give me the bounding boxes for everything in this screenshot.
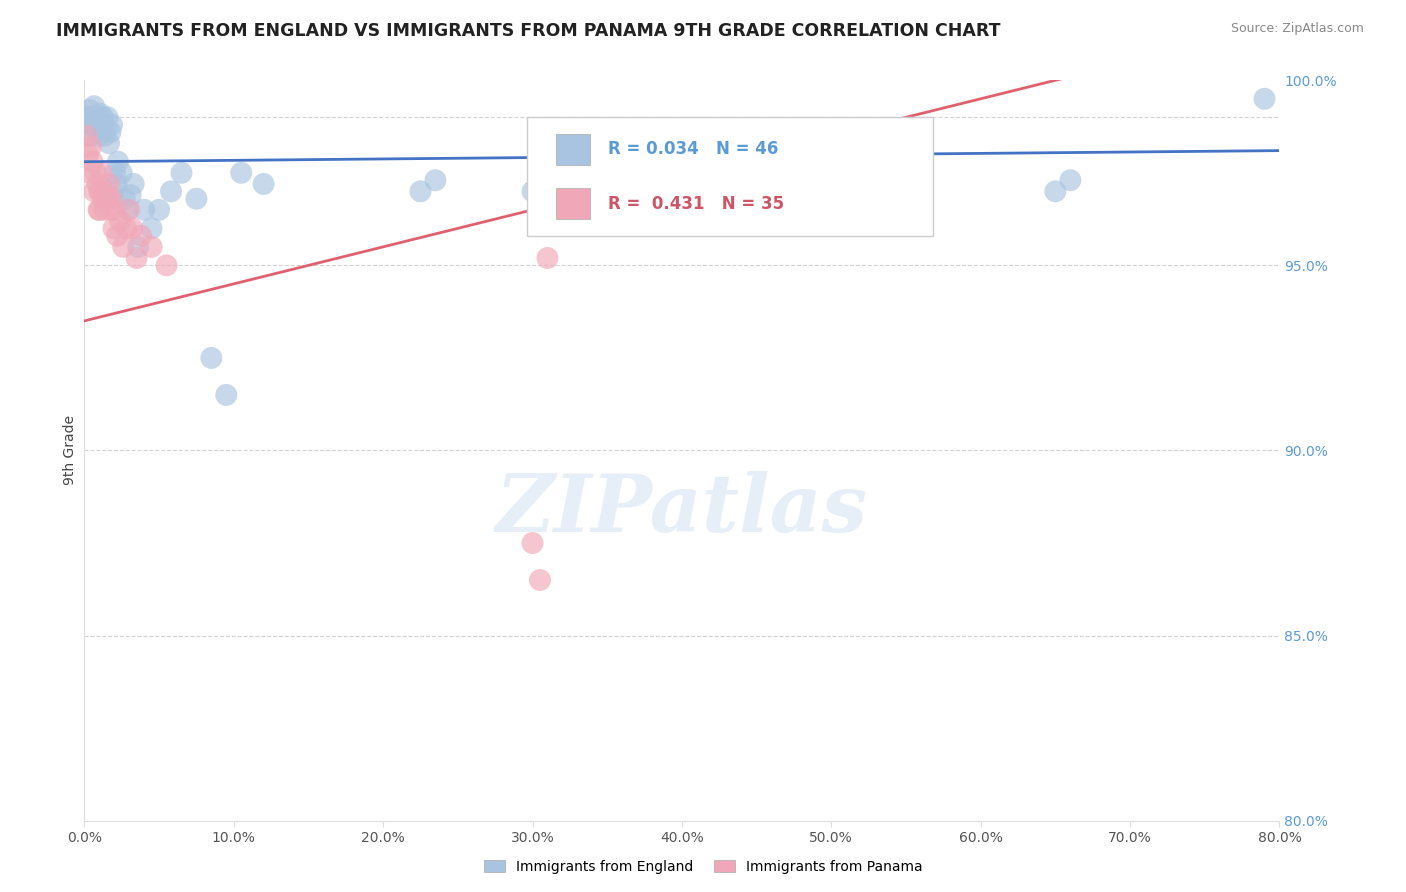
Point xyxy=(409,184,432,198)
Point xyxy=(425,173,447,187)
Point xyxy=(231,166,253,180)
Point xyxy=(127,240,149,254)
Point xyxy=(89,106,111,120)
Point xyxy=(122,177,145,191)
Point xyxy=(82,154,104,169)
Point xyxy=(96,110,118,124)
Point xyxy=(170,166,193,180)
Point xyxy=(103,221,125,235)
Point xyxy=(79,166,101,180)
Point xyxy=(91,192,114,206)
Point xyxy=(112,240,135,254)
Point xyxy=(105,228,128,243)
Point xyxy=(132,202,156,217)
Point xyxy=(536,251,558,265)
Text: ZIPatlas: ZIPatlas xyxy=(496,471,868,549)
Point xyxy=(100,202,122,217)
Point xyxy=(89,184,111,198)
Point xyxy=(89,202,111,217)
Point xyxy=(98,177,121,191)
Point xyxy=(90,118,112,132)
Point xyxy=(79,103,101,117)
Point xyxy=(76,110,98,124)
Point xyxy=(76,128,98,143)
Point xyxy=(101,118,124,132)
Point xyxy=(103,184,125,198)
Point xyxy=(115,221,138,235)
Point xyxy=(98,136,121,151)
Point xyxy=(93,202,115,217)
Point xyxy=(87,128,110,143)
Text: Source: ZipAtlas.com: Source: ZipAtlas.com xyxy=(1230,22,1364,36)
Point xyxy=(110,214,132,228)
Point xyxy=(125,251,148,265)
Point xyxy=(820,177,842,191)
Point xyxy=(186,192,208,206)
Point xyxy=(148,202,170,217)
Point xyxy=(84,121,107,136)
Text: IMMIGRANTS FROM ENGLAND VS IMMIGRANTS FROM PANAMA 9TH GRADE CORRELATION CHART: IMMIGRANTS FROM ENGLAND VS IMMIGRANTS FR… xyxy=(56,22,1001,40)
Point xyxy=(86,110,108,124)
Point xyxy=(77,118,100,132)
Point xyxy=(141,221,163,235)
Point xyxy=(141,240,163,254)
Point xyxy=(253,177,276,191)
Point xyxy=(105,177,128,191)
Point xyxy=(118,202,141,217)
Point xyxy=(101,192,124,206)
Point xyxy=(107,154,129,169)
Text: R =  0.431   N = 35: R = 0.431 N = 35 xyxy=(607,195,785,213)
Point xyxy=(100,125,122,139)
Bar xyxy=(557,188,591,219)
Legend: Immigrants from England, Immigrants from Panama: Immigrants from England, Immigrants from… xyxy=(477,853,929,880)
Point xyxy=(529,573,551,587)
FancyBboxPatch shape xyxy=(527,117,934,235)
Bar xyxy=(557,134,591,165)
Point xyxy=(117,202,139,217)
Point xyxy=(82,110,104,124)
Point xyxy=(86,177,108,191)
Point xyxy=(90,166,112,180)
Point xyxy=(155,258,177,272)
Point xyxy=(114,192,136,206)
Point xyxy=(160,184,183,198)
Point xyxy=(94,184,117,198)
Point xyxy=(1253,92,1275,106)
Point xyxy=(522,536,544,550)
Point xyxy=(94,121,117,136)
Text: R = 0.034   N = 46: R = 0.034 N = 46 xyxy=(607,140,778,158)
Point xyxy=(96,192,118,206)
Point xyxy=(89,184,111,198)
Point xyxy=(104,166,127,180)
Point xyxy=(200,351,222,365)
Point xyxy=(731,166,754,180)
Point xyxy=(83,99,105,113)
Point xyxy=(87,202,110,217)
Point xyxy=(93,128,115,143)
Point xyxy=(111,166,134,180)
Point xyxy=(129,228,152,243)
Point xyxy=(80,140,103,154)
Point xyxy=(84,166,107,180)
Point xyxy=(522,184,544,198)
Point xyxy=(1045,184,1067,198)
Point xyxy=(77,147,100,161)
Point xyxy=(91,110,114,124)
Point xyxy=(1059,173,1081,187)
Point xyxy=(104,202,127,217)
Point xyxy=(120,188,142,202)
Y-axis label: 9th Grade: 9th Grade xyxy=(63,416,77,485)
Point xyxy=(215,388,238,402)
Point xyxy=(83,184,105,198)
Point xyxy=(121,221,143,235)
Point xyxy=(80,128,103,143)
